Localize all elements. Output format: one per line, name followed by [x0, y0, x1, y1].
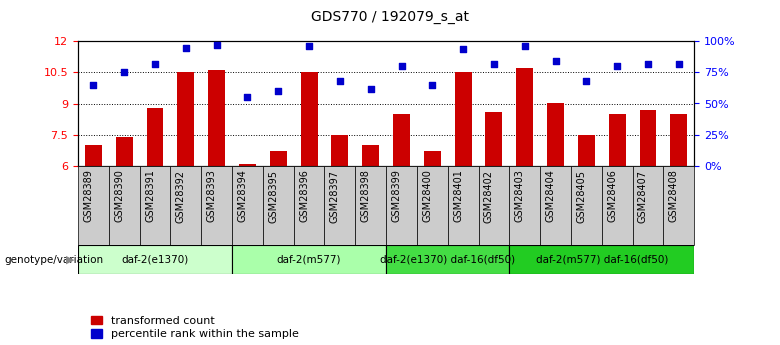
Bar — [332, 135, 349, 166]
Bar — [208, 70, 225, 166]
Point — [457, 46, 470, 52]
Point — [179, 45, 192, 50]
Bar — [386, 245, 509, 274]
Bar — [232, 245, 386, 274]
Point — [149, 61, 161, 67]
Point — [426, 82, 438, 88]
Text: GSM28393: GSM28393 — [207, 169, 217, 223]
Text: daf-2(e1370) daf-16(df50): daf-2(e1370) daf-16(df50) — [380, 255, 516, 265]
Text: GSM28405: GSM28405 — [576, 169, 587, 223]
Bar — [270, 151, 287, 166]
Text: GSM28402: GSM28402 — [484, 169, 494, 223]
Point — [87, 82, 100, 88]
Bar — [608, 114, 626, 166]
Bar — [540, 166, 571, 245]
Point — [580, 78, 593, 84]
Bar — [147, 108, 164, 166]
Bar — [78, 166, 109, 245]
Bar — [263, 166, 293, 245]
Bar — [663, 166, 694, 245]
Point — [118, 70, 130, 75]
Text: daf-2(m577) daf-16(df50): daf-2(m577) daf-16(df50) — [536, 255, 668, 265]
Bar — [455, 72, 472, 166]
Bar — [386, 166, 417, 245]
Text: GSM28403: GSM28403 — [515, 169, 525, 223]
Bar — [140, 166, 170, 245]
Text: GSM28401: GSM28401 — [453, 169, 463, 223]
Bar — [362, 145, 379, 166]
Bar — [547, 104, 564, 166]
Bar — [602, 166, 633, 245]
Text: GSM28391: GSM28391 — [145, 169, 155, 223]
Bar — [516, 68, 534, 166]
Bar — [478, 166, 509, 245]
Bar — [201, 166, 232, 245]
Point — [549, 59, 562, 64]
Bar — [300, 72, 317, 166]
Text: GSM28399: GSM28399 — [392, 169, 402, 223]
Text: GSM28397: GSM28397 — [330, 169, 340, 223]
Bar — [78, 245, 232, 274]
Bar — [109, 166, 140, 245]
Legend: transformed count, percentile rank within the sample: transformed count, percentile rank withi… — [91, 316, 300, 339]
Point — [672, 61, 685, 67]
Bar — [293, 166, 324, 245]
Bar — [177, 72, 194, 166]
Bar — [324, 166, 356, 245]
Point — [334, 78, 346, 84]
Text: GDS770 / 192079_s_at: GDS770 / 192079_s_at — [311, 10, 469, 24]
Bar — [670, 114, 687, 166]
Bar — [85, 145, 102, 166]
Bar — [640, 110, 657, 166]
Text: ▶: ▶ — [66, 255, 74, 265]
Text: GSM28392: GSM28392 — [176, 169, 186, 223]
Bar — [239, 164, 256, 166]
Text: GSM28396: GSM28396 — [299, 169, 309, 223]
Point — [211, 42, 223, 48]
Bar — [448, 166, 479, 245]
Bar — [633, 166, 664, 245]
Text: GSM28400: GSM28400 — [422, 169, 432, 223]
Bar — [509, 166, 541, 245]
Text: daf-2(m577): daf-2(m577) — [277, 255, 342, 265]
Bar — [417, 166, 448, 245]
Text: GSM28395: GSM28395 — [268, 169, 278, 223]
Text: GSM28404: GSM28404 — [545, 169, 555, 223]
Text: GSM28389: GSM28389 — [83, 169, 94, 223]
Point — [303, 43, 315, 49]
Point — [364, 86, 377, 91]
Bar — [578, 135, 595, 166]
Text: GSM28406: GSM28406 — [607, 169, 617, 223]
Text: daf-2(e1370): daf-2(e1370) — [122, 255, 189, 265]
Bar — [485, 112, 502, 166]
Point — [241, 95, 254, 100]
Point — [642, 61, 654, 67]
Bar — [571, 166, 602, 245]
Bar — [170, 166, 201, 245]
Point — [272, 88, 285, 94]
Text: GSM28390: GSM28390 — [114, 169, 124, 223]
Bar — [355, 166, 386, 245]
Text: GSM28408: GSM28408 — [668, 169, 679, 223]
Bar — [509, 245, 694, 274]
Point — [611, 63, 623, 69]
Point — [488, 61, 500, 67]
Bar — [424, 151, 441, 166]
Bar — [232, 166, 263, 245]
Text: GSM28398: GSM28398 — [360, 169, 370, 223]
Point — [395, 63, 408, 69]
Bar — [393, 114, 410, 166]
Point — [519, 43, 531, 49]
Text: GSM28394: GSM28394 — [237, 169, 247, 223]
Bar — [115, 137, 133, 166]
Text: GSM28407: GSM28407 — [638, 169, 648, 223]
Text: genotype/variation: genotype/variation — [4, 255, 103, 265]
